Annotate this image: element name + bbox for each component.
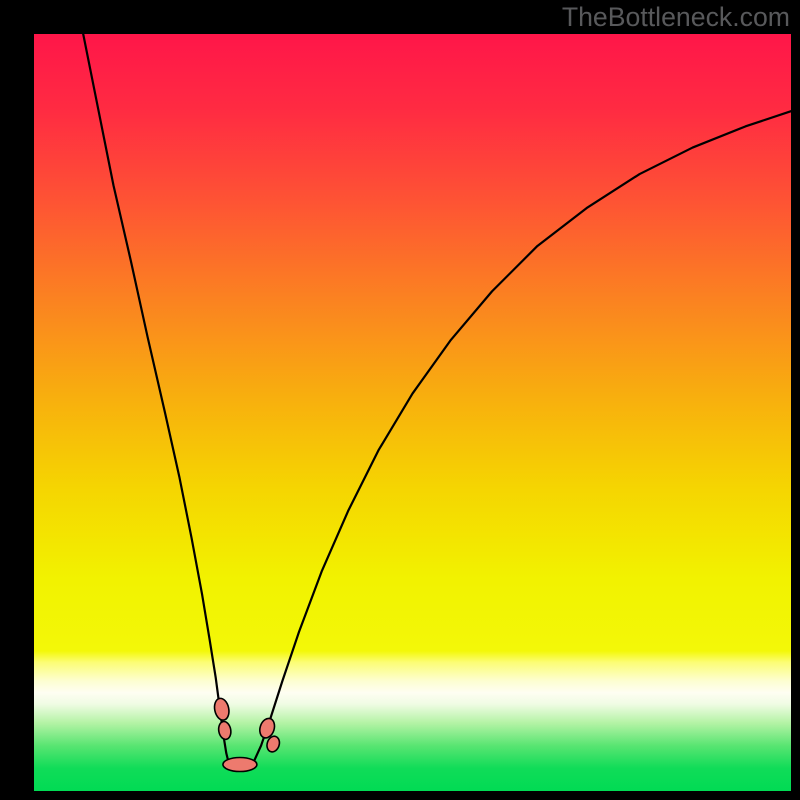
watermark-text: TheBottleneck.com — [562, 2, 790, 33]
chart-frame: TheBottleneck.com — [0, 0, 800, 800]
gradient-background — [34, 34, 791, 791]
plot-area — [34, 34, 791, 791]
chart-svg — [34, 34, 791, 791]
marker-point — [223, 758, 257, 772]
